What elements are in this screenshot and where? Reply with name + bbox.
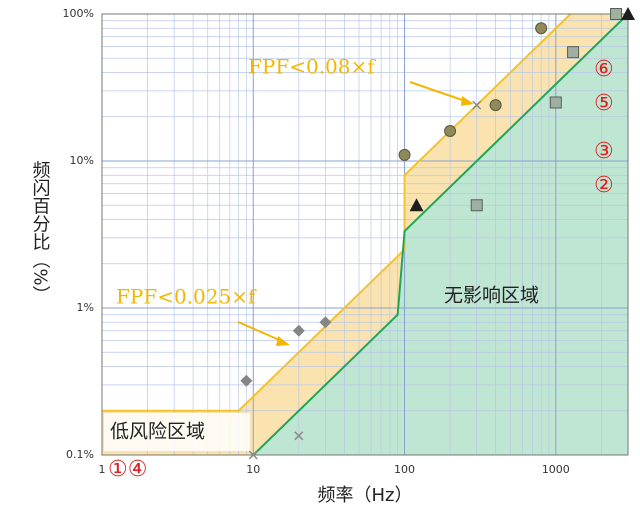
region-label-bg: [104, 413, 250, 451]
arrow-head: [276, 336, 290, 346]
annotation: FPF<0.08×f: [248, 55, 376, 79]
annotation: FPF<0.025×f: [116, 285, 257, 309]
region-label: 无影响区域: [444, 285, 539, 307]
y-tick-label: 10%: [70, 154, 94, 167]
arrow-head: [461, 96, 474, 106]
marker-number: ⑥: [594, 57, 614, 82]
square-point: [567, 46, 580, 59]
circle-point: [398, 148, 411, 161]
x-tick-label: 1: [99, 463, 106, 476]
x-tick-label: 1000: [542, 463, 570, 476]
boundary-line: [252, 13, 629, 456]
marker-numbers: ①④: [108, 457, 147, 482]
y-tick-label: 1%: [77, 301, 94, 314]
x-point: [294, 431, 304, 441]
x-tick-label: 100: [394, 463, 415, 476]
marker-number: ⑤: [594, 91, 614, 116]
region-label: 低风险区域: [110, 421, 205, 443]
x-axis-label: 频率（Hz）: [318, 485, 413, 506]
diamond-point: [319, 316, 332, 329]
square-point: [549, 96, 562, 109]
arrow: [237, 321, 285, 343]
square-point: [470, 199, 483, 212]
plot-frame: [101, 13, 629, 456]
y-tick-label: 0.1%: [66, 448, 94, 461]
circle-point: [535, 22, 548, 35]
y-axis-label: 频闪百分比（%）: [30, 160, 51, 303]
boundary-line: [102, 13, 572, 412]
marker-number: ③: [594, 139, 614, 164]
x-tick-label: 10: [246, 463, 260, 476]
triangle-point: [621, 7, 635, 20]
circle-point: [444, 124, 457, 137]
diamond-point: [240, 374, 253, 387]
square-point: [610, 8, 623, 20]
triangle-point: [409, 198, 424, 212]
points: [240, 7, 635, 460]
diamond-point: [292, 324, 305, 337]
no-impact-region: [253, 14, 628, 455]
x-point: [248, 450, 258, 460]
marker-number: ②: [594, 173, 614, 198]
labels: 1 10 100 1000 0.1% 1% 10% 100%: [63, 7, 570, 476]
x-point: [472, 100, 482, 110]
low-risk-region: [102, 14, 628, 455]
circle-point: [489, 99, 502, 112]
boundaries: [102, 13, 629, 456]
regions-fill: [102, 14, 628, 455]
y-tick-label: 100%: [63, 7, 94, 20]
arrow: [409, 81, 469, 103]
